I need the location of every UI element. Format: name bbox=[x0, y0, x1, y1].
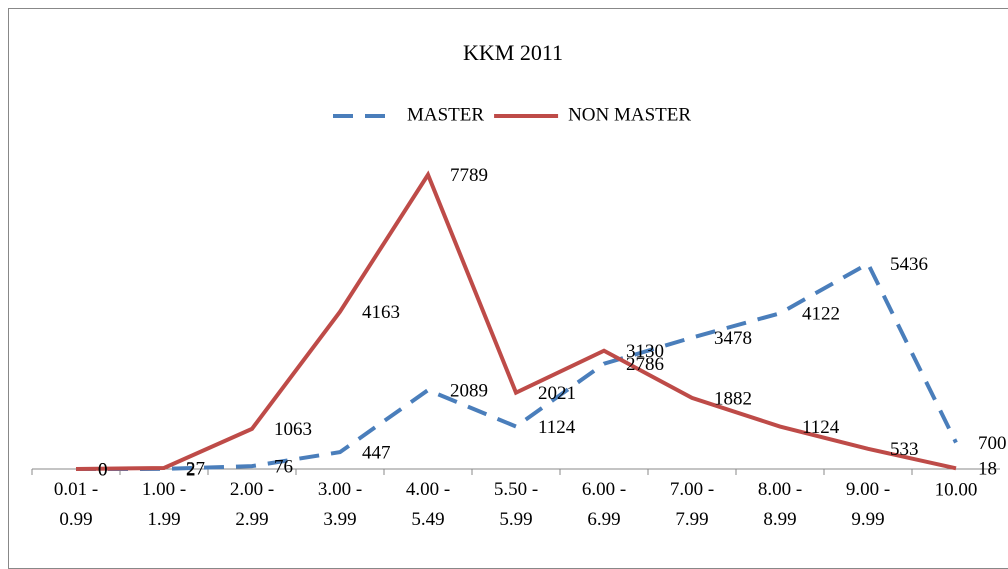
legend-label: MASTER bbox=[407, 104, 484, 125]
x-tick-label: 10.00 bbox=[935, 479, 978, 500]
x-tick-label: 3.00 -3.99 bbox=[318, 479, 362, 530]
data-label: 4122 bbox=[802, 304, 840, 325]
x-tick-label: 9.00 -9.99 bbox=[846, 479, 890, 530]
data-label: 1124 bbox=[802, 417, 840, 438]
data-label: 1882 bbox=[714, 388, 752, 409]
chart-title: KKM 2011 bbox=[463, 40, 563, 65]
data-label: 18 bbox=[978, 459, 997, 480]
data-label: 447 bbox=[362, 442, 391, 463]
data-label: 2 bbox=[186, 459, 196, 480]
data-label: 4163 bbox=[362, 302, 400, 323]
x-tick-label: 0.01 -0.99 bbox=[54, 479, 98, 530]
x-tick-label: 4.00 -5.49 bbox=[406, 479, 450, 530]
data-label: 0 bbox=[98, 459, 108, 480]
data-label: 0 bbox=[98, 459, 108, 480]
x-tick-label: 8.00 -8.99 bbox=[758, 479, 802, 530]
x-tick-label: 7.00 -7.99 bbox=[670, 479, 714, 530]
series-line bbox=[75, 260, 958, 471]
chart-border bbox=[8, 8, 1008, 569]
legend-label: NON MASTER bbox=[568, 104, 691, 125]
data-label: 2786 bbox=[626, 354, 664, 375]
x-tick-label: 1.00 -1.99 bbox=[142, 479, 186, 530]
data-label: 700 bbox=[978, 433, 1007, 454]
data-label: 76 bbox=[274, 456, 293, 477]
x-tick-label: 6.00 -6.99 bbox=[582, 479, 626, 530]
data-label: 3130 bbox=[626, 341, 664, 362]
data-label: 1124 bbox=[538, 417, 576, 438]
data-label: 3478 bbox=[714, 328, 752, 349]
x-tick-label: 5.50 -5.99 bbox=[494, 479, 538, 530]
data-label: 7789 bbox=[450, 165, 488, 186]
data-label: 2021 bbox=[538, 383, 576, 404]
data-label: 27 bbox=[186, 458, 205, 479]
data-label: 2089 bbox=[450, 380, 488, 401]
x-tick-label: 2.00 -2.99 bbox=[230, 479, 274, 530]
data-label: 533 bbox=[890, 439, 919, 460]
series-line bbox=[75, 170, 957, 471]
data-label: 1063 bbox=[274, 419, 312, 440]
data-label: 5436 bbox=[890, 254, 928, 275]
